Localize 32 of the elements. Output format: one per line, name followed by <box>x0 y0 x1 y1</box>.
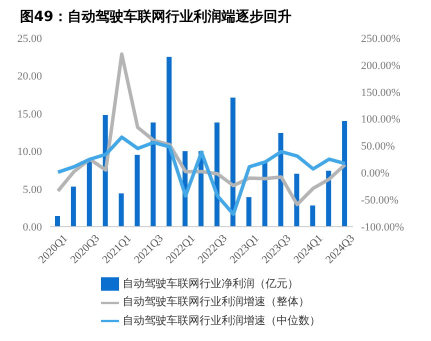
y2-tick-label: -100.00% <box>361 222 404 234</box>
bar <box>55 216 60 227</box>
y2-tick-label: -50.00% <box>361 194 399 207</box>
bar <box>342 120 348 227</box>
legend-label: 自动驾驶车联网行业利润增速（整体） <box>122 296 310 308</box>
y2-tick-label: 200.00% <box>361 60 400 72</box>
line-series <box>56 52 347 206</box>
legend-label: 自动驾驶车联网行业利润增速（中位数） <box>122 314 320 327</box>
bar <box>230 98 236 227</box>
bar <box>262 162 268 227</box>
y-tick-label: 15.00 <box>17 108 42 120</box>
bar <box>70 186 76 227</box>
y-tick-label: 25.00 <box>17 32 42 45</box>
bar <box>166 56 172 227</box>
y2-tick-label: 0.00% <box>361 168 390 180</box>
bar <box>134 154 140 227</box>
y2-tick-label: 150.00% <box>361 86 400 99</box>
bar <box>310 205 316 227</box>
y2-tick-label: 50.00% <box>361 140 395 153</box>
y-tick-label: 10.00 <box>17 146 42 158</box>
line-series <box>56 135 347 216</box>
bar <box>118 193 124 227</box>
y-tick-label: 0.00 <box>22 222 42 234</box>
bar <box>246 197 252 227</box>
y2-tick-label: 250.00% <box>361 32 400 45</box>
y-tick-label: 5.00 <box>22 184 42 196</box>
bar <box>326 170 332 227</box>
bar <box>150 122 156 227</box>
y-tick-label: 20.00 <box>17 70 42 83</box>
y2-tick-label: 100.00% <box>361 114 400 126</box>
chart-title: 图49：自动驾驶车联网行业利润端逐步回升 <box>19 8 292 27</box>
legend-label: 自动驾驶车联网行业净利润（亿元） <box>122 278 298 290</box>
